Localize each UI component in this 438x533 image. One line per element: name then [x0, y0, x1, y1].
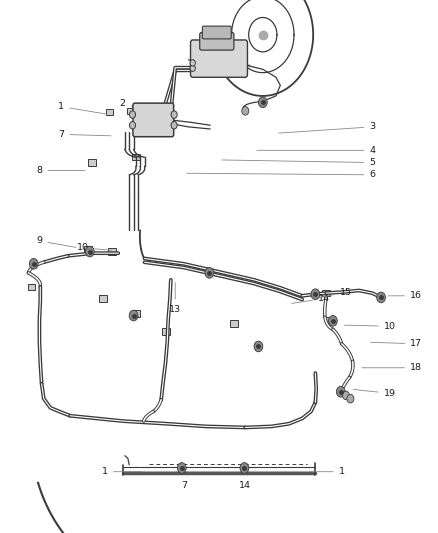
Circle shape: [258, 97, 267, 108]
Circle shape: [377, 292, 385, 303]
FancyBboxPatch shape: [127, 108, 135, 114]
Circle shape: [347, 394, 354, 403]
FancyBboxPatch shape: [99, 295, 107, 302]
Text: 4: 4: [257, 146, 375, 155]
FancyBboxPatch shape: [108, 248, 116, 255]
Circle shape: [177, 463, 186, 473]
FancyBboxPatch shape: [230, 320, 238, 327]
Text: 10: 10: [77, 244, 111, 252]
Circle shape: [130, 111, 136, 118]
FancyBboxPatch shape: [28, 284, 35, 290]
Text: 13: 13: [169, 282, 181, 313]
FancyBboxPatch shape: [132, 310, 140, 317]
Circle shape: [343, 391, 350, 400]
Circle shape: [336, 386, 345, 397]
Circle shape: [254, 341, 263, 352]
FancyBboxPatch shape: [191, 40, 247, 77]
Text: 9: 9: [36, 237, 76, 247]
Circle shape: [240, 463, 249, 473]
Circle shape: [129, 310, 138, 321]
Circle shape: [85, 246, 94, 257]
FancyBboxPatch shape: [200, 33, 234, 50]
FancyBboxPatch shape: [88, 159, 96, 166]
Text: 19: 19: [353, 389, 396, 398]
Text: 6: 6: [187, 171, 375, 179]
Text: 1: 1: [309, 467, 345, 476]
Text: 2: 2: [120, 100, 151, 111]
FancyBboxPatch shape: [322, 290, 330, 296]
Text: 3: 3: [279, 123, 375, 133]
FancyBboxPatch shape: [84, 246, 92, 252]
Circle shape: [205, 268, 214, 278]
FancyBboxPatch shape: [133, 103, 173, 136]
Circle shape: [171, 122, 177, 129]
Circle shape: [190, 65, 195, 71]
FancyBboxPatch shape: [202, 26, 231, 39]
Text: 1: 1: [102, 467, 142, 476]
Circle shape: [328, 316, 337, 326]
FancyBboxPatch shape: [132, 154, 140, 160]
Text: 14: 14: [239, 474, 251, 489]
FancyBboxPatch shape: [325, 317, 333, 323]
Circle shape: [171, 111, 177, 118]
FancyBboxPatch shape: [162, 328, 170, 335]
Text: 8: 8: [36, 166, 85, 175]
FancyBboxPatch shape: [106, 109, 113, 115]
Text: 16: 16: [388, 292, 422, 300]
Text: 17: 17: [371, 340, 422, 348]
Circle shape: [29, 259, 38, 269]
Circle shape: [242, 107, 249, 115]
Text: 15: 15: [318, 288, 352, 298]
Text: 14: 14: [292, 294, 330, 303]
Text: 5: 5: [222, 158, 375, 167]
Circle shape: [190, 60, 195, 66]
Text: 18: 18: [362, 364, 422, 372]
Text: 7: 7: [58, 130, 111, 139]
Text: 10: 10: [344, 322, 396, 330]
Text: 7: 7: [181, 474, 187, 489]
Circle shape: [311, 289, 320, 300]
Circle shape: [130, 122, 136, 129]
Text: 1: 1: [58, 102, 107, 114]
